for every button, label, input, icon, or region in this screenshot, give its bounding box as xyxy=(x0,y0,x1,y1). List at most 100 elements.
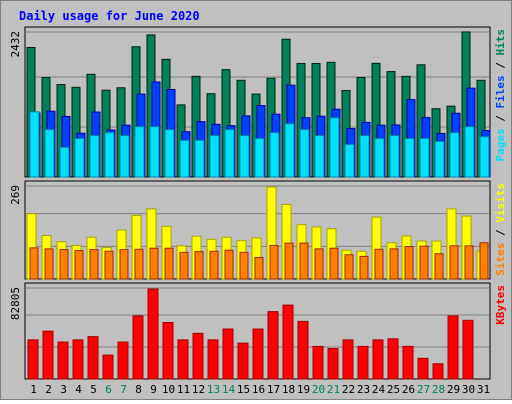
bar-kbytes-day-9 xyxy=(147,288,159,380)
bar-kbytes-day-15 xyxy=(237,342,249,380)
bar-kbytes-day-19 xyxy=(297,320,309,380)
bar-kbytes-day-8 xyxy=(132,315,144,380)
bar-pages-day-9 xyxy=(149,126,160,178)
right-label-part: Visits xyxy=(494,183,507,223)
series-kbytes xyxy=(27,288,474,380)
x-tick-label: 10 xyxy=(162,383,175,396)
bar-sites-day-16 xyxy=(254,256,264,280)
panel-hits_files_pages: 2432 Pages / Files / Hits xyxy=(9,26,507,178)
bar-sites-day-31 xyxy=(479,242,489,280)
bar-pages-day-23 xyxy=(359,135,370,178)
x-tick-label: 31 xyxy=(477,383,490,396)
bar-sites-day-12 xyxy=(194,251,204,280)
bar-sites-day-4 xyxy=(74,250,84,280)
series-sites xyxy=(29,242,489,280)
bar-sites-day-13 xyxy=(209,250,219,280)
right-label-part: Sites xyxy=(494,243,507,276)
bar-kbytes-day-7 xyxy=(117,341,129,380)
bar-sites-day-23 xyxy=(359,255,369,280)
bar-sites-day-18 xyxy=(284,242,294,280)
bar-kbytes-day-29 xyxy=(447,315,459,380)
bar-pages-day-16 xyxy=(254,138,265,178)
x-tick-label: 7 xyxy=(120,383,127,396)
bar-kbytes-day-17 xyxy=(267,311,279,380)
bar-pages-day-31 xyxy=(479,136,490,178)
bar-kbytes-day-23 xyxy=(357,345,369,380)
bar-pages-day-14 xyxy=(224,129,235,178)
bar-pages-day-4 xyxy=(74,138,85,178)
bar-sites-day-25 xyxy=(389,248,399,280)
bar-sites-day-22 xyxy=(344,254,354,280)
x-tick-label: 16 xyxy=(252,383,265,396)
x-tick-label: 29 xyxy=(447,383,460,396)
bar-sites-day-6 xyxy=(104,250,114,280)
bar-kbytes-day-5 xyxy=(87,336,99,380)
x-tick-label: 6 xyxy=(105,383,112,396)
bar-pages-day-1 xyxy=(29,111,40,178)
bar-kbytes-day-22 xyxy=(342,339,354,380)
bar-sites-day-15 xyxy=(239,251,249,280)
bar-pages-day-29 xyxy=(449,132,460,178)
bar-sites-day-8 xyxy=(134,248,144,280)
x-tick-label: 19 xyxy=(297,383,310,396)
bar-sites-day-2 xyxy=(44,248,54,280)
x-tick-label: 8 xyxy=(135,383,142,396)
panel-visits_sites: 269 Sites / Visits xyxy=(9,180,507,280)
bar-sites-day-30 xyxy=(464,245,474,280)
bar-pages-day-3 xyxy=(59,146,70,178)
x-tick-label: 15 xyxy=(237,383,250,396)
x-tick-label: 23 xyxy=(357,383,370,396)
bar-kbytes-day-3 xyxy=(57,341,69,380)
bar-kbytes-day-26 xyxy=(402,345,414,380)
bar-sites-day-7 xyxy=(119,249,129,280)
bar-sites-day-14 xyxy=(224,249,234,280)
bar-sites-day-20 xyxy=(314,248,324,280)
x-tick-label: 1 xyxy=(30,383,37,396)
bar-kbytes-day-21 xyxy=(327,348,339,380)
right-axis-label: Sites / Visits xyxy=(494,183,507,276)
bar-pages-day-21 xyxy=(329,117,340,178)
bar-kbytes-day-2 xyxy=(42,330,54,380)
bar-pages-day-8 xyxy=(134,126,145,178)
bar-kbytes-day-14 xyxy=(222,328,234,380)
x-tick-label: 27 xyxy=(417,383,430,396)
bar-kbytes-day-1 xyxy=(27,339,39,380)
x-tick-label: 4 xyxy=(75,383,82,396)
bar-sites-day-26 xyxy=(404,246,414,280)
x-tick-label: 20 xyxy=(312,383,325,396)
bar-pages-day-11 xyxy=(179,139,190,178)
bar-pages-day-28 xyxy=(434,140,445,178)
x-tick-label: 2 xyxy=(45,383,52,396)
x-tick-label: 22 xyxy=(342,383,355,396)
bar-pages-day-18 xyxy=(284,123,295,178)
x-tick-label: 11 xyxy=(177,383,190,396)
x-tick-label: 3 xyxy=(60,383,67,396)
bar-sites-day-19 xyxy=(299,242,309,280)
x-tick-label: 25 xyxy=(387,383,400,396)
bar-kbytes-day-28 xyxy=(432,363,444,380)
bar-kbytes-day-13 xyxy=(207,339,219,380)
bar-kbytes-day-11 xyxy=(177,339,189,380)
x-tick-label: 5 xyxy=(90,383,97,396)
x-tick-label: 21 xyxy=(327,383,340,396)
bar-sites-day-10 xyxy=(164,247,174,280)
series-pages xyxy=(29,111,490,178)
bar-pages-day-6 xyxy=(104,132,115,178)
x-tick-label: 28 xyxy=(432,383,445,396)
bar-sites-day-17 xyxy=(269,244,279,280)
bar-pages-day-15 xyxy=(239,135,250,178)
bar-kbytes-day-16 xyxy=(252,328,264,380)
bar-kbytes-day-6 xyxy=(102,354,114,380)
bar-kbytes-day-25 xyxy=(387,338,399,380)
bar-kbytes-day-4 xyxy=(72,339,84,380)
bar-sites-day-24 xyxy=(374,248,384,280)
x-tick-label: 13 xyxy=(207,383,220,396)
bar-kbytes-day-24 xyxy=(372,339,384,380)
right-label-part: Pages xyxy=(494,128,507,161)
bar-pages-day-20 xyxy=(314,135,325,178)
bar-kbytes-day-12 xyxy=(192,332,204,380)
right-label-part: Hits xyxy=(494,29,507,56)
bar-pages-day-10 xyxy=(164,129,175,178)
